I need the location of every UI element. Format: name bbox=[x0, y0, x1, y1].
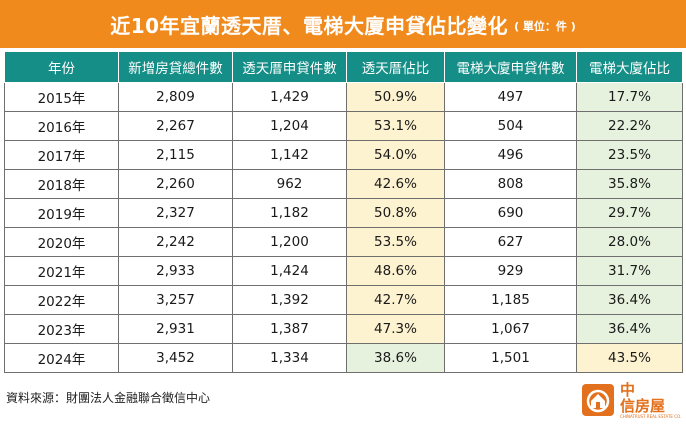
table-row: 2019年 2,327 1,182 50.8% 690 29.7% bbox=[4, 198, 683, 228]
cell-total: 2,931 bbox=[118, 314, 233, 344]
source-note: 資料來源：財團法人金融聯合徵信中心 bbox=[6, 391, 211, 405]
header-row: 年份 新增房貸總件數 透天厝申貸件數 透天厝佔比 電梯大廈申貸件數 電梯大廈佔比 bbox=[4, 51, 683, 83]
cell-townhouse: 1,142 bbox=[232, 140, 347, 170]
cell-total: 3,452 bbox=[118, 343, 233, 373]
cell-year: 2023年 bbox=[4, 314, 119, 344]
cell-elevator-share: 35.8% bbox=[576, 169, 683, 199]
cell-townhouse-share: 53.5% bbox=[346, 227, 445, 257]
table-row: 2022年 3,257 1,392 42.7% 1,185 36.4% bbox=[4, 285, 683, 315]
cell-elevator-share: 43.5% bbox=[576, 343, 683, 373]
cell-elevator-share: 17.7% bbox=[576, 82, 683, 112]
cell-elevator: 504 bbox=[444, 111, 577, 141]
col-header-townhouse-share: 透天厝佔比 bbox=[346, 51, 445, 83]
cell-elevator-share: 31.7% bbox=[576, 256, 683, 286]
house-logo-icon bbox=[582, 384, 614, 416]
table-row: 2017年 2,115 1,142 54.0% 496 23.5% bbox=[4, 140, 683, 170]
cell-year: 2022年 bbox=[4, 285, 119, 315]
table-row: 2020年 2,242 1,200 53.5% 627 28.0% bbox=[4, 227, 683, 257]
cell-total: 3,257 bbox=[118, 285, 233, 315]
cell-townhouse-share: 54.0% bbox=[346, 140, 445, 170]
cell-townhouse: 1,387 bbox=[232, 314, 347, 344]
col-header-total-loans: 新增房貸總件數 bbox=[118, 51, 233, 83]
cell-year: 2021年 bbox=[4, 256, 119, 286]
cell-year: 2015年 bbox=[4, 82, 119, 112]
cell-total: 2,809 bbox=[118, 82, 233, 112]
cell-elevator-share: 28.0% bbox=[576, 227, 683, 257]
cell-elevator-share: 22.2% bbox=[576, 111, 683, 141]
logo-subtitle: CHINATRUST REAL ESTATE CO. bbox=[620, 413, 682, 419]
cell-elevator: 1,067 bbox=[444, 314, 577, 344]
table-row: 2018年 2,260 962 42.6% 808 35.8% bbox=[4, 169, 683, 199]
cell-townhouse-share: 50.8% bbox=[346, 198, 445, 228]
cell-townhouse-share: 42.6% bbox=[346, 169, 445, 199]
col-header-elevator-share: 電梯大廈佔比 bbox=[576, 51, 683, 83]
cell-townhouse-share: 50.9% bbox=[346, 82, 445, 112]
table-row: 2016年 2,267 1,204 53.1% 504 22.2% bbox=[4, 111, 683, 141]
cell-elevator: 496 bbox=[444, 140, 577, 170]
col-header-townhouse-loans: 透天厝申貸件數 bbox=[232, 51, 347, 83]
cell-elevator-share: 36.4% bbox=[576, 314, 683, 344]
cell-townhouse: 1,392 bbox=[232, 285, 347, 315]
cell-elevator: 929 bbox=[444, 256, 577, 286]
cell-townhouse: 962 bbox=[232, 169, 347, 199]
col-header-elevator-loans: 電梯大廈申貸件數 bbox=[444, 51, 577, 83]
cell-elevator-share: 36.4% bbox=[576, 285, 683, 315]
logo-line2: 信房屋 bbox=[620, 396, 666, 415]
title-bar: 近10年宜蘭透天厝、電梯大廈申貸佔比變化 ( 單位：件 ) bbox=[0, 0, 686, 48]
unit-note: ( 單位：件 ) bbox=[514, 20, 576, 33]
cell-townhouse: 1,424 bbox=[232, 256, 347, 286]
cell-townhouse: 1,182 bbox=[232, 198, 347, 228]
cell-elevator: 808 bbox=[444, 169, 577, 199]
cell-elevator: 627 bbox=[444, 227, 577, 257]
cell-townhouse: 1,200 bbox=[232, 227, 347, 257]
cell-elevator-share: 29.7% bbox=[576, 198, 683, 228]
cell-elevator-share: 23.5% bbox=[576, 140, 683, 170]
cell-townhouse-share: 38.6% bbox=[346, 343, 445, 373]
cell-year: 2019年 bbox=[4, 198, 119, 228]
cell-year: 2017年 bbox=[4, 140, 119, 170]
cell-year: 2016年 bbox=[4, 111, 119, 141]
cell-elevator: 690 bbox=[444, 198, 577, 228]
logo-line1: 中 bbox=[620, 380, 636, 399]
page-title: 近10年宜蘭透天厝、電梯大廈申貸佔比變化 bbox=[110, 13, 509, 38]
cell-townhouse-share: 42.7% bbox=[346, 285, 445, 315]
cell-townhouse: 1,429 bbox=[232, 82, 347, 112]
cell-year: 2024年 bbox=[4, 343, 119, 373]
cell-total: 2,327 bbox=[118, 198, 233, 228]
logo-text: 中 信房屋 CHINATRUST REAL ESTATE CO. bbox=[620, 382, 681, 419]
cell-total: 2,260 bbox=[118, 169, 233, 199]
brand-logo: 中 信房屋 CHINATRUST REAL ESTATE CO. bbox=[580, 378, 681, 422]
cell-total: 2,115 bbox=[118, 140, 233, 170]
cell-year: 2020年 bbox=[4, 227, 119, 257]
cell-townhouse-share: 48.6% bbox=[346, 256, 445, 286]
cell-elevator: 1,501 bbox=[444, 343, 577, 373]
cell-total: 2,267 bbox=[118, 111, 233, 141]
table-row: 2024年 3,452 1,334 38.6% 1,501 43.5% bbox=[4, 343, 683, 373]
table-row: 2023年 2,931 1,387 47.3% 1,067 36.4% bbox=[4, 314, 683, 344]
cell-townhouse-share: 53.1% bbox=[346, 111, 445, 141]
table-row: 2021年 2,933 1,424 48.6% 929 31.7% bbox=[4, 256, 683, 286]
cell-total: 2,242 bbox=[118, 227, 233, 257]
cell-townhouse-share: 47.3% bbox=[346, 314, 445, 344]
table-row: 2015年 2,809 1,429 50.9% 497 17.7% bbox=[4, 82, 683, 112]
cell-total: 2,933 bbox=[118, 256, 233, 286]
cell-elevator: 497 bbox=[444, 82, 577, 112]
col-header-year: 年份 bbox=[4, 51, 119, 83]
cell-townhouse: 1,334 bbox=[232, 343, 347, 373]
cell-townhouse: 1,204 bbox=[232, 111, 347, 141]
cell-elevator: 1,185 bbox=[444, 285, 577, 315]
cell-year: 2018年 bbox=[4, 169, 119, 199]
loan-table: 年份 新增房貸總件數 透天厝申貸件數 透天厝佔比 電梯大廈申貸件數 電梯大廈佔比… bbox=[4, 51, 683, 373]
